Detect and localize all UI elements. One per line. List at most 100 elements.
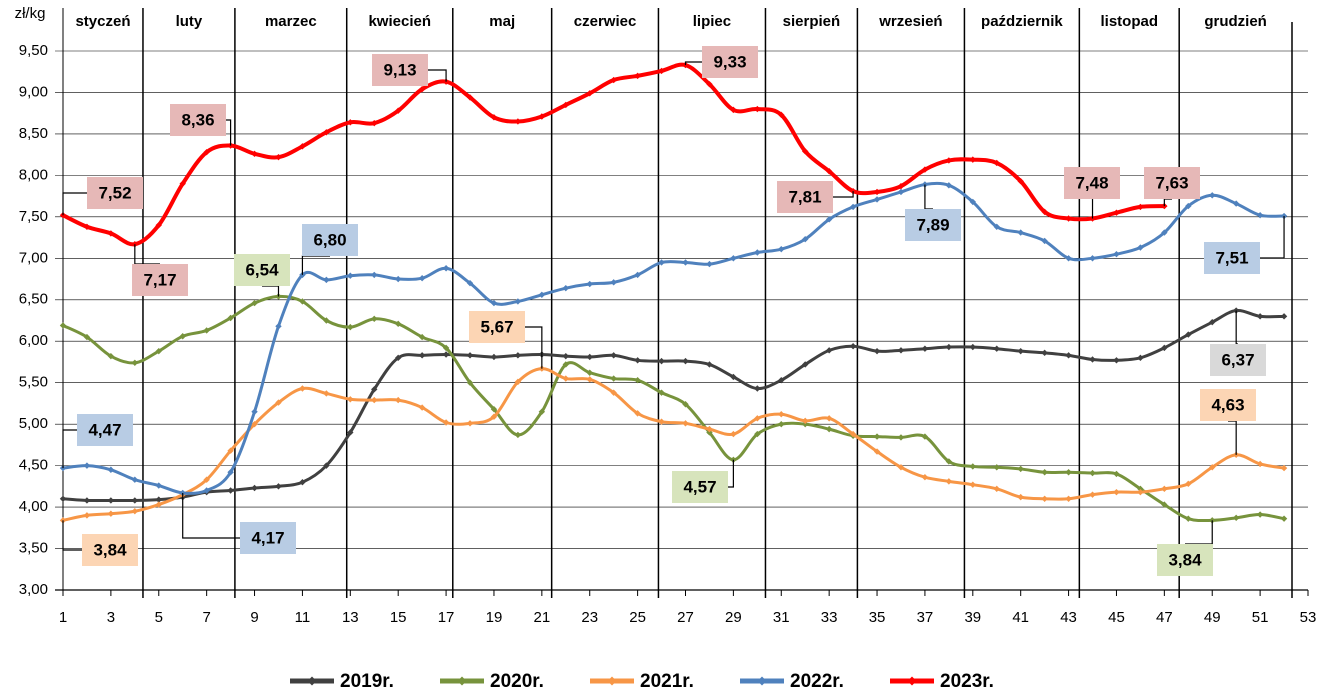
- point-marker: [1017, 465, 1024, 473]
- legend-marker: [757, 676, 767, 686]
- point-marker: [107, 497, 115, 504]
- x-tick-label: 51: [1252, 609, 1269, 626]
- point-marker: [1209, 318, 1216, 326]
- point-marker: [730, 373, 737, 381]
- callout-box: [77, 414, 133, 446]
- point-marker: [1041, 469, 1048, 476]
- legend-marker: [307, 676, 317, 686]
- point-marker: [466, 94, 474, 101]
- x-tick-label: 39: [964, 609, 981, 626]
- x-tick-label: 23: [581, 609, 598, 626]
- point-marker: [562, 375, 569, 382]
- callout: 5,67: [469, 311, 543, 369]
- point-marker: [155, 221, 162, 229]
- point-marker: [466, 279, 474, 287]
- callout-box: [87, 177, 143, 209]
- point-marker: [754, 385, 761, 392]
- point-marker: [897, 188, 905, 196]
- point-marker: [586, 280, 593, 288]
- point-marker: [203, 476, 210, 483]
- point-marker: [778, 111, 785, 119]
- x-tick-label: 3: [107, 609, 115, 626]
- point-marker: [754, 249, 761, 256]
- point-marker: [1209, 464, 1216, 471]
- point-marker: [921, 474, 929, 481]
- point-marker: [586, 90, 593, 97]
- point-marker: [418, 85, 426, 93]
- series-line: [62, 181, 1285, 495]
- point-marker: [323, 276, 330, 284]
- series-line: [62, 308, 1285, 503]
- x-tick-label: 25: [629, 609, 646, 626]
- point-marker: [155, 482, 162, 489]
- callout: 6,54: [234, 254, 290, 297]
- y-axis-label: zł/kg: [15, 5, 46, 22]
- x-tick-label: 31: [773, 609, 790, 626]
- callout-label: 9,13: [383, 60, 416, 79]
- point-marker: [873, 433, 881, 440]
- callout-box: [777, 181, 833, 213]
- x-tick-label: 53: [1300, 609, 1317, 626]
- y-tick-label: 4,00: [19, 498, 48, 515]
- y-tick-label: 5,50: [19, 374, 48, 391]
- point-marker: [825, 425, 833, 433]
- point-marker: [849, 343, 857, 350]
- point-marker: [514, 431, 522, 439]
- point-marker: [1113, 250, 1120, 258]
- x-tick-label: 1: [59, 609, 67, 626]
- legend-marker: [457, 676, 467, 686]
- point-marker: [945, 182, 953, 189]
- point-marker: [179, 489, 186, 497]
- point-marker: [59, 495, 67, 502]
- month-label: lipiec: [693, 13, 731, 30]
- x-tick-label: 33: [821, 609, 838, 626]
- point-marker: [849, 430, 857, 438]
- point-marker: [825, 168, 833, 175]
- point-marker: [251, 299, 258, 307]
- callout: 4,63: [1200, 389, 1256, 455]
- point-marker: [107, 230, 115, 237]
- callout-leader: [833, 191, 854, 198]
- point-marker: [1256, 211, 1264, 219]
- point-marker: [802, 236, 809, 243]
- point-marker: [251, 420, 258, 428]
- point-marker: [442, 419, 450, 426]
- y-tick-label: 3,00: [19, 581, 48, 598]
- point-marker: [610, 279, 617, 286]
- callout-leader: [134, 244, 160, 265]
- point-marker: [1113, 209, 1120, 216]
- point-marker: [514, 118, 522, 125]
- point-marker: [418, 404, 426, 411]
- point-marker: [490, 406, 498, 413]
- point-marker: [394, 396, 402, 404]
- callout-box: [302, 224, 358, 256]
- callout: 8,36: [170, 104, 232, 146]
- point-marker: [658, 389, 665, 396]
- point-marker: [1065, 215, 1072, 222]
- y-tick-label: 3,50: [19, 540, 48, 557]
- point-marker: [323, 129, 330, 136]
- point-marker: [658, 67, 665, 75]
- callout-label: 5,67: [480, 317, 513, 336]
- y-tick-label: 9,50: [19, 42, 48, 59]
- point-marker: [610, 76, 617, 84]
- callout-label: 8,36: [181, 110, 214, 129]
- point-marker: [682, 259, 689, 266]
- point-marker: [347, 272, 354, 279]
- callout: 7,17: [132, 244, 188, 296]
- point-marker: [802, 148, 809, 155]
- point-marker: [634, 271, 641, 279]
- callout: 9,33: [684, 46, 758, 78]
- point-marker: [682, 401, 689, 408]
- point-marker: [131, 497, 139, 504]
- point-marker: [371, 386, 378, 393]
- point-marker: [754, 430, 761, 438]
- point-marker: [347, 396, 354, 403]
- month-label: maj: [489, 13, 515, 30]
- y-tick-label: 7,00: [19, 249, 48, 266]
- callout-leader: [62, 520, 82, 551]
- point-marker: [1089, 469, 1096, 477]
- point-marker: [921, 166, 929, 173]
- point-marker: [394, 275, 402, 283]
